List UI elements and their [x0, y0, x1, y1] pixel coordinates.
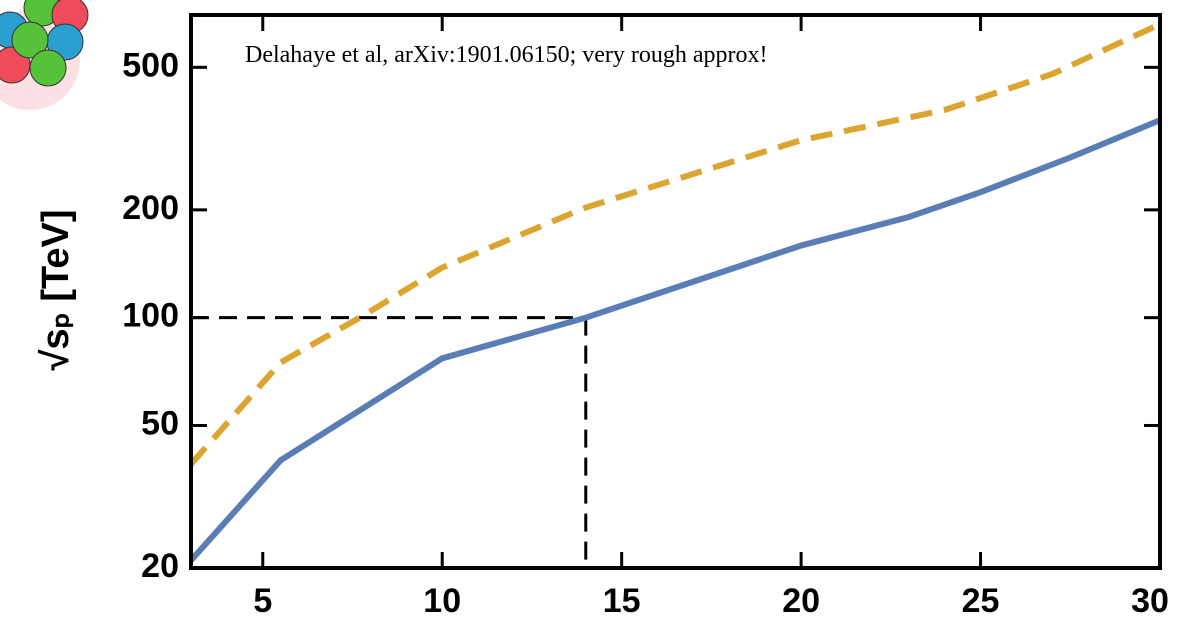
data-line	[188, 117, 1162, 563]
x-tick-label: 15	[603, 582, 641, 620]
logo	[0, 0, 89, 110]
x-tick-label: 5	[253, 582, 272, 620]
y-tick-label: 500	[122, 46, 179, 84]
x-tick-label: 10	[423, 582, 461, 620]
x-tick-label: 30	[1131, 582, 1169, 620]
y-axis-label: √sₚ [TeV]	[35, 210, 77, 371]
data-line	[188, 21, 1162, 467]
y-tick-label: 50	[141, 404, 179, 442]
y-tick-label: 200	[122, 189, 179, 227]
y-tick-label: 100	[122, 297, 179, 335]
plot-frame	[189, 13, 1162, 570]
x-tick-label: 25	[962, 582, 1000, 620]
x-tick-label: 20	[782, 582, 820, 620]
y-tick-label: 20	[141, 547, 179, 585]
annotation: Delahaye et al, arXiv:1901.06150; very r…	[245, 42, 768, 68]
